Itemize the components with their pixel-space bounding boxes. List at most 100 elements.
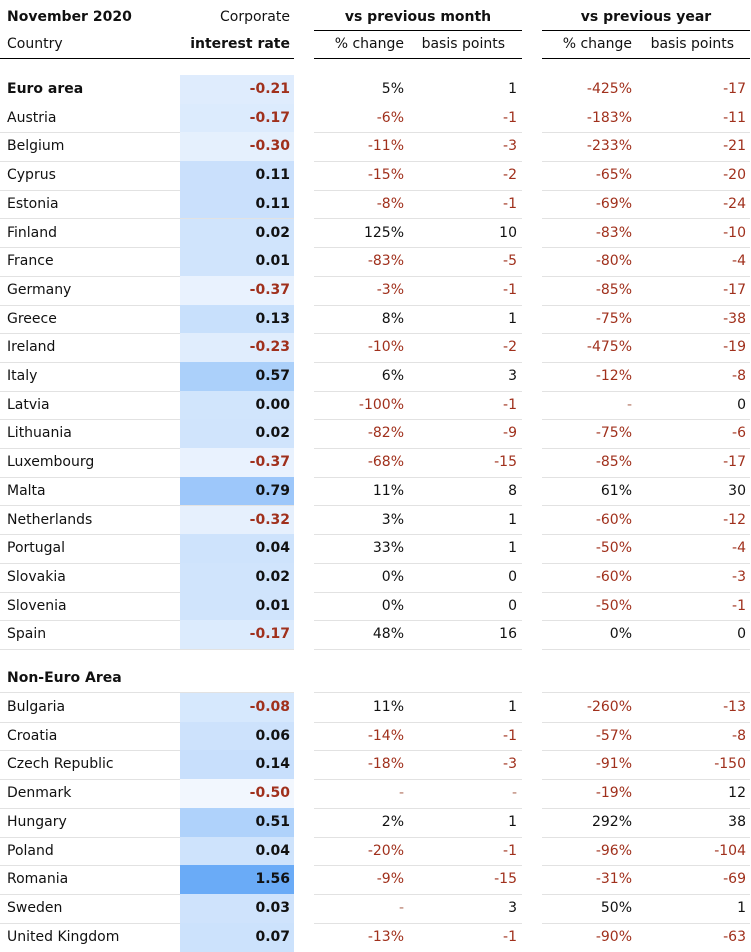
month-pct-value: -9% (376, 871, 404, 888)
country-label: Denmark (7, 785, 72, 802)
rate-value: -0.21 (249, 81, 290, 97)
year-pct-value: -85% (595, 281, 632, 298)
month-pct-value: -6% (376, 109, 404, 126)
row-separator (542, 305, 750, 306)
month-pct-value: - (398, 899, 404, 916)
month-group-header: vs previous month (344, 9, 492, 25)
rate-heat-cell (180, 333, 294, 363)
rate-value: 0.02 (255, 568, 290, 585)
row-separator (542, 218, 750, 219)
year-bp-value: -10 (723, 224, 746, 241)
row-separator (0, 362, 294, 363)
month-bp-value: -15 (494, 871, 517, 888)
rate-value: 0.79 (255, 482, 290, 499)
year-pct-value: -60% (595, 568, 632, 585)
year-bp-value: -8 (732, 727, 746, 744)
month-pct-value: 2% (381, 813, 404, 830)
row-separator (314, 865, 522, 866)
row-separator (0, 534, 294, 535)
month-pct-value: 8% (381, 310, 404, 327)
month-bp-value: 1 (508, 310, 517, 327)
month-pct-value: -68% (367, 454, 404, 471)
month-pct-value: -14% (367, 727, 404, 744)
rate-heat-cell (180, 161, 294, 191)
rate-value: -0.23 (249, 339, 290, 356)
country-column-header: Country (7, 36, 63, 52)
year-pct-value: -475% (586, 339, 632, 356)
row-separator (542, 649, 750, 650)
row-separator (0, 837, 294, 838)
header-rule-year (542, 58, 750, 59)
month-bp-value: 1 (508, 813, 517, 830)
year-bp-value: 30 (728, 482, 746, 499)
month-bp-value: -5 (503, 253, 517, 270)
month-pct-value: 11% (372, 699, 404, 715)
rate-value: 0.03 (255, 899, 290, 916)
row-separator (0, 419, 294, 420)
year-group-header: vs previous year (580, 9, 712, 25)
year-pct-value: -75% (595, 425, 632, 442)
rate-heat-cell (180, 779, 294, 809)
row-separator (542, 923, 750, 924)
month-bp-value: 0 (508, 597, 517, 614)
month-bp-value: -1 (503, 928, 517, 945)
row-separator (314, 620, 522, 621)
year-bp-value: -17 (723, 81, 746, 97)
month-pct-value: -8% (376, 195, 404, 212)
rate-value: 0.04 (255, 540, 290, 557)
year-bp-value: -4 (732, 540, 746, 557)
header-rule-country (0, 58, 294, 59)
rate-heat-cell (180, 750, 294, 780)
year-bp-value: -20 (723, 167, 746, 184)
row-separator (542, 865, 750, 866)
country-label: Slovenia (7, 597, 67, 614)
rate-heat-cell (180, 620, 294, 650)
rate-heat-cell (180, 591, 294, 621)
row-separator (542, 333, 750, 334)
row-separator (0, 563, 294, 564)
month-bp-value: 0 (508, 568, 517, 585)
row-separator (314, 477, 522, 478)
month-bp-value: -3 (503, 756, 517, 773)
country-label: Germany (7, 281, 72, 298)
year-pct-value: -260% (586, 699, 632, 715)
row-separator (0, 923, 294, 924)
country-label: Poland (7, 842, 54, 859)
row-separator (0, 592, 294, 593)
year-pct-value: -19% (595, 785, 632, 802)
row-separator (314, 534, 522, 535)
row-separator (0, 391, 294, 392)
month-bp-value: -3 (503, 138, 517, 155)
country-label: Finland (7, 224, 58, 241)
rate-value: -0.37 (249, 281, 290, 298)
month-pct-value: -20% (367, 842, 404, 859)
rate-value: 0.01 (255, 253, 290, 270)
year-bp-value: -12 (723, 511, 746, 528)
year-pct-value: -57% (595, 727, 632, 744)
month-pct-value: 125% (363, 224, 404, 241)
month-pct-value: 5% (381, 81, 404, 97)
row-separator (0, 505, 294, 506)
row-separator (314, 894, 522, 895)
month-pct-value: -13% (367, 928, 404, 945)
month-pct-header: % change (334, 36, 404, 52)
country-label: United Kingdom (7, 928, 120, 945)
group-heading: Non-Euro Area (7, 670, 122, 686)
rate-value: -0.08 (249, 699, 290, 715)
year-pct-value: -233% (586, 138, 632, 155)
year-pct-value: -69% (595, 195, 632, 212)
country-label: Sweden (7, 899, 63, 916)
row-separator (314, 837, 522, 838)
rate-value: -0.17 (249, 109, 290, 126)
row-separator (314, 362, 522, 363)
rate-value: 0.01 (255, 597, 290, 614)
month-bp-value: -1 (503, 281, 517, 298)
row-separator (0, 722, 294, 723)
year-bp-value: -3 (732, 568, 746, 585)
row-separator (0, 132, 294, 133)
year-pct-value: -31% (595, 871, 632, 888)
rate-value: -0.30 (249, 138, 290, 155)
year-bp-value: -13 (723, 699, 746, 715)
year-bp-value: -63 (723, 928, 746, 945)
month-pct-value: -11% (367, 138, 404, 155)
